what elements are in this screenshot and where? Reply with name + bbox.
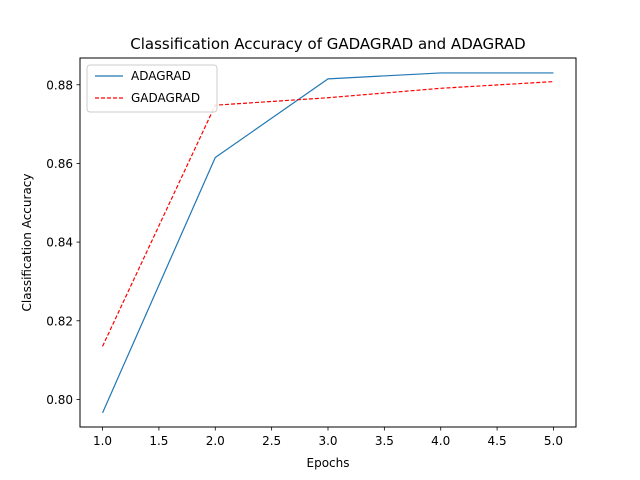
plot-frame xyxy=(79,57,577,428)
chart-title: Classification Accuracy of GADAGRAD and … xyxy=(130,35,525,53)
y-tick-label: 0.84 xyxy=(46,236,73,250)
x-tick-label: 1.0 xyxy=(93,434,112,448)
y-tick-label: 0.80 xyxy=(46,393,73,407)
x-tick-label: 5.0 xyxy=(544,434,563,448)
y-tick-label: 0.88 xyxy=(46,78,73,92)
y-tick-label: 0.82 xyxy=(46,314,73,328)
x-tick-label: 2.5 xyxy=(262,434,281,448)
legend-label-gadagrad: GADAGRAD xyxy=(131,91,200,105)
y-axis-label: Classification Accuracy xyxy=(20,174,34,312)
legend-box xyxy=(86,64,218,113)
x-tick-label: 3.5 xyxy=(375,434,394,448)
x-axis-ticks: 1.0 1.5 2.0 2.5 3.0 3.5 4.0 4.5 5.0 xyxy=(93,427,563,448)
x-tick-label: 2.0 xyxy=(206,434,225,448)
legend-label-adagrad: ADAGRAD xyxy=(131,69,191,83)
series-line-adagrad xyxy=(101,72,554,414)
x-tick-label: 4.5 xyxy=(488,434,507,448)
x-axis-label: Epochs xyxy=(307,456,350,470)
y-tick-label: 0.86 xyxy=(46,157,73,171)
x-tick-label: 3.0 xyxy=(318,434,337,448)
x-tick-label: 1.5 xyxy=(149,434,168,448)
x-tick-label: 4.0 xyxy=(431,434,450,448)
series-layer xyxy=(101,72,554,414)
legend: ADAGRAD GADAGRAD xyxy=(86,64,218,113)
y-axis-ticks: 0.80 0.82 0.84 0.86 0.88 xyxy=(46,78,80,407)
series-line-gadagrad xyxy=(102,81,554,347)
